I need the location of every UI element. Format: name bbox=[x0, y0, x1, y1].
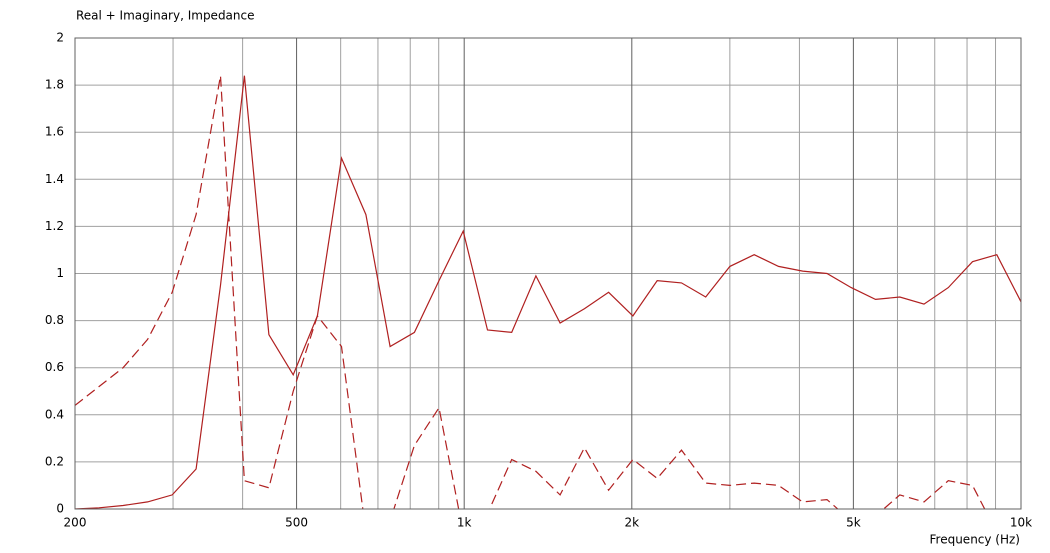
x-tick-label: 5k bbox=[846, 516, 861, 530]
x-tick-label: 10k bbox=[1010, 516, 1032, 530]
series-line bbox=[75, 75, 1021, 509]
chart-title: Real + Imaginary, Impedance bbox=[76, 9, 255, 23]
series-line bbox=[75, 75, 986, 509]
plot-frame bbox=[74, 37, 1022, 510]
y-tick-label: 1.6 bbox=[45, 125, 64, 139]
y-tick-label: 0.6 bbox=[45, 360, 64, 374]
y-tick-label: 1 bbox=[56, 266, 64, 280]
y-tick-label: 0.4 bbox=[45, 407, 64, 421]
x-tick-label: 2k bbox=[625, 516, 640, 530]
y-tick-label: 0 bbox=[56, 502, 64, 516]
y-tick-label: 0.8 bbox=[45, 313, 64, 327]
y-tick-label: 2 bbox=[56, 31, 64, 45]
y-tick-label: 1.4 bbox=[45, 172, 64, 186]
x-tick-label: 1k bbox=[457, 516, 472, 530]
x-axis-label: Frequency (Hz) bbox=[930, 533, 1021, 547]
y-tick-label: 1.8 bbox=[45, 78, 64, 92]
y-tick-label: 1.2 bbox=[45, 219, 64, 233]
x-tick-label: 200 bbox=[64, 516, 87, 530]
plot-lines bbox=[75, 75, 1021, 509]
y-tick-label: 0.2 bbox=[45, 454, 64, 468]
x-tick-label: 500 bbox=[285, 516, 308, 530]
